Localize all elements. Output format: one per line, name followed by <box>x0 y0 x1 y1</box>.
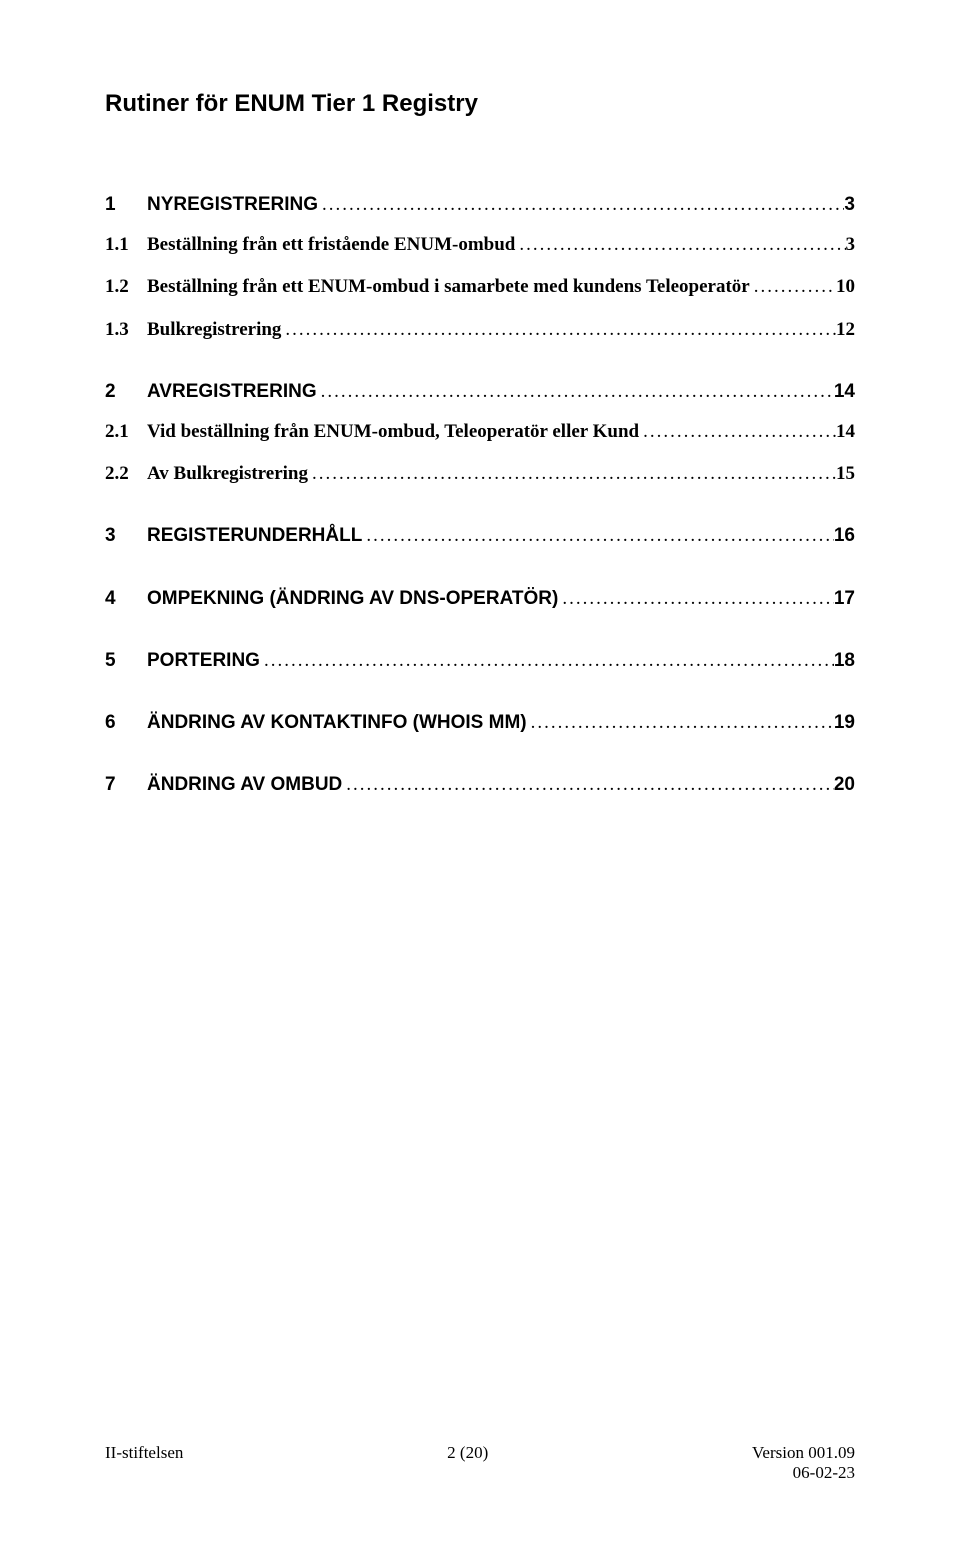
toc-entry-label: Av Bulkregistrering <box>147 457 308 491</box>
footer-date: 06-02-23 <box>793 1463 855 1482</box>
toc-entry: 1.3Bulkregistrering 12 <box>105 313 855 347</box>
toc-entry-page: 10 <box>836 270 855 304</box>
toc-entry-page: 17 <box>834 582 855 616</box>
toc-entry-page: 20 <box>834 768 855 802</box>
toc-entry: 1.1Beställning från ett fristående ENUM-… <box>105 228 855 262</box>
toc-leader-dots <box>515 228 845 262</box>
toc-entry-page: 3 <box>846 228 856 262</box>
toc-entry-label: PORTERING <box>147 644 260 678</box>
toc-entry-page: 14 <box>834 375 855 409</box>
toc-leader-dots <box>527 706 834 740</box>
toc-entry-number: 5 <box>105 644 147 678</box>
toc-entry-label: NYREGISTRERING <box>147 188 318 222</box>
toc-entry-label: AVREGISTRERING <box>147 375 317 409</box>
toc-entry: 1.2Beställning från ett ENUM-ombud i sam… <box>105 270 855 304</box>
footer-right: Version 001.09 06-02-23 <box>752 1443 855 1483</box>
toc-leader-dots <box>318 188 844 222</box>
toc-entry-number: 2.2 <box>105 457 147 491</box>
toc-entry-number: 3 <box>105 519 147 553</box>
page-title: Rutiner för ENUM Tier 1 Registry <box>105 90 855 118</box>
footer-version: Version 001.09 <box>752 1443 855 1462</box>
toc-leader-dots <box>317 375 834 409</box>
toc-entry-number: 2.1 <box>105 415 147 449</box>
toc-leader-dots <box>639 415 836 449</box>
toc-entry-number: 1 <box>105 188 147 222</box>
toc-entry: 7ÄNDRING AV OMBUD 20 <box>105 768 855 802</box>
toc-entry-number: 1.3 <box>105 313 147 347</box>
toc-entry-label: ÄNDRING AV OMBUD <box>147 768 342 802</box>
toc-entry-page: 12 <box>836 313 855 347</box>
toc-entry-label: OMPEKNING (ÄNDRING AV DNS-OPERATÖR) <box>147 582 558 616</box>
toc-entry: 1NYREGISTRERING 3 <box>105 188 855 222</box>
toc-leader-dots <box>558 582 834 616</box>
toc-entry-page: 15 <box>836 457 855 491</box>
toc-entry-label: Bulkregistrering <box>147 313 281 347</box>
toc-entry-label: ÄNDRING AV KONTAKTINFO (WHOIS MM) <box>147 706 527 740</box>
toc-entry-label: Beställning från ett fristående ENUM-omb… <box>147 228 515 262</box>
toc-entry-page: 3 <box>844 188 855 222</box>
toc-entry-page: 14 <box>836 415 855 449</box>
footer-center: 2 (20) <box>447 1443 488 1483</box>
toc-leader-dots <box>342 768 834 802</box>
toc-entry: 2AVREGISTRERING 14 <box>105 375 855 409</box>
toc-entry-number: 6 <box>105 706 147 740</box>
toc-entry-number: 2 <box>105 375 147 409</box>
toc-leader-dots <box>362 519 834 553</box>
toc-entry-label: Vid beställning från ENUM-ombud, Teleope… <box>147 415 639 449</box>
toc-leader-dots <box>750 270 836 304</box>
footer-left: II-stiftelsen <box>105 1443 183 1483</box>
toc-entry-page: 19 <box>834 706 855 740</box>
toc-entry: 4OMPEKNING (ÄNDRING AV DNS-OPERATÖR) 17 <box>105 582 855 616</box>
table-of-contents: 1NYREGISTRERING31.1Beställning från ett … <box>105 188 855 802</box>
toc-entry-page: 18 <box>834 644 855 678</box>
toc-leader-dots <box>281 313 836 347</box>
toc-entry-label: REGISTERUNDERHÅLL <box>147 519 362 553</box>
toc-entry: 6ÄNDRING AV KONTAKTINFO (WHOIS MM) 19 <box>105 706 855 740</box>
toc-entry-number: 1.2 <box>105 270 147 304</box>
toc-entry-page: 16 <box>834 519 855 553</box>
toc-entry-label: Beställning från ett ENUM-ombud i samarb… <box>147 270 750 304</box>
toc-entry: 5PORTERING 18 <box>105 644 855 678</box>
page-footer: II-stiftelsen 2 (20) Version 001.09 06-0… <box>105 1443 855 1483</box>
toc-entry-number: 1.1 <box>105 228 147 262</box>
toc-entry: 2.2Av Bulkregistrering 15 <box>105 457 855 491</box>
toc-entry-number: 7 <box>105 768 147 802</box>
toc-leader-dots <box>308 457 836 491</box>
toc-entry-number: 4 <box>105 582 147 616</box>
toc-entry: 3REGISTERUNDERHÅLL 16 <box>105 519 855 553</box>
toc-leader-dots <box>260 644 834 678</box>
toc-entry: 2.1Vid beställning från ENUM-ombud, Tele… <box>105 415 855 449</box>
